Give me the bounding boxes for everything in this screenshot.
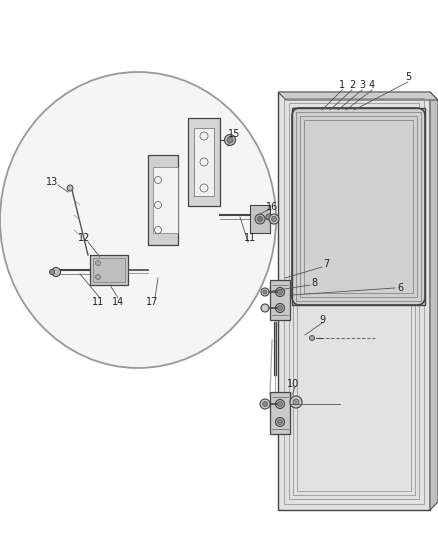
Circle shape [263,290,267,294]
Polygon shape [194,128,214,196]
Text: 9: 9 [319,315,325,325]
Polygon shape [278,92,430,510]
Circle shape [95,274,100,279]
Circle shape [269,214,279,224]
Circle shape [255,214,265,224]
Polygon shape [270,280,290,320]
Polygon shape [430,92,438,510]
Circle shape [262,401,268,407]
Polygon shape [250,205,270,233]
Text: 1: 1 [339,80,345,90]
Polygon shape [90,255,128,285]
Text: 2: 2 [349,80,355,90]
Text: 11: 11 [244,233,256,243]
Circle shape [276,287,285,296]
Circle shape [293,399,299,405]
Circle shape [52,268,60,277]
Circle shape [278,419,283,424]
Text: 10: 10 [287,379,299,389]
Circle shape [266,214,272,220]
Circle shape [272,216,276,222]
Polygon shape [292,108,425,305]
Polygon shape [278,92,438,100]
Text: 5: 5 [405,72,411,82]
Text: 13: 13 [46,177,58,187]
Circle shape [278,305,283,311]
Circle shape [258,216,262,222]
Polygon shape [188,118,220,206]
Polygon shape [148,155,178,245]
Text: 7: 7 [323,259,329,269]
Circle shape [261,213,269,222]
Circle shape [261,304,269,312]
Text: 4: 4 [369,80,375,90]
Ellipse shape [0,72,276,368]
Text: 16: 16 [266,202,278,212]
Bar [93,258,125,282]
Circle shape [276,417,285,426]
Circle shape [155,227,162,233]
Circle shape [200,184,208,192]
Circle shape [95,261,100,265]
Text: 12: 12 [78,233,90,243]
Circle shape [310,335,314,341]
Circle shape [155,201,162,208]
Circle shape [278,401,283,407]
Circle shape [290,396,302,408]
Circle shape [261,288,269,296]
Circle shape [200,132,208,140]
Circle shape [155,176,162,183]
Circle shape [67,185,73,191]
Circle shape [225,134,236,146]
Text: 14: 14 [112,297,124,307]
Text: 15: 15 [228,129,240,139]
Circle shape [49,270,54,274]
Circle shape [227,137,233,143]
Polygon shape [270,392,290,434]
Text: 11: 11 [92,297,104,307]
Circle shape [200,158,208,166]
Polygon shape [153,167,178,233]
Text: 6: 6 [397,283,403,293]
Text: 8: 8 [311,278,317,288]
Text: 17: 17 [146,297,158,307]
Text: 3: 3 [359,80,365,90]
Circle shape [260,399,270,409]
Circle shape [278,289,283,295]
Circle shape [276,303,285,312]
Circle shape [276,400,285,408]
